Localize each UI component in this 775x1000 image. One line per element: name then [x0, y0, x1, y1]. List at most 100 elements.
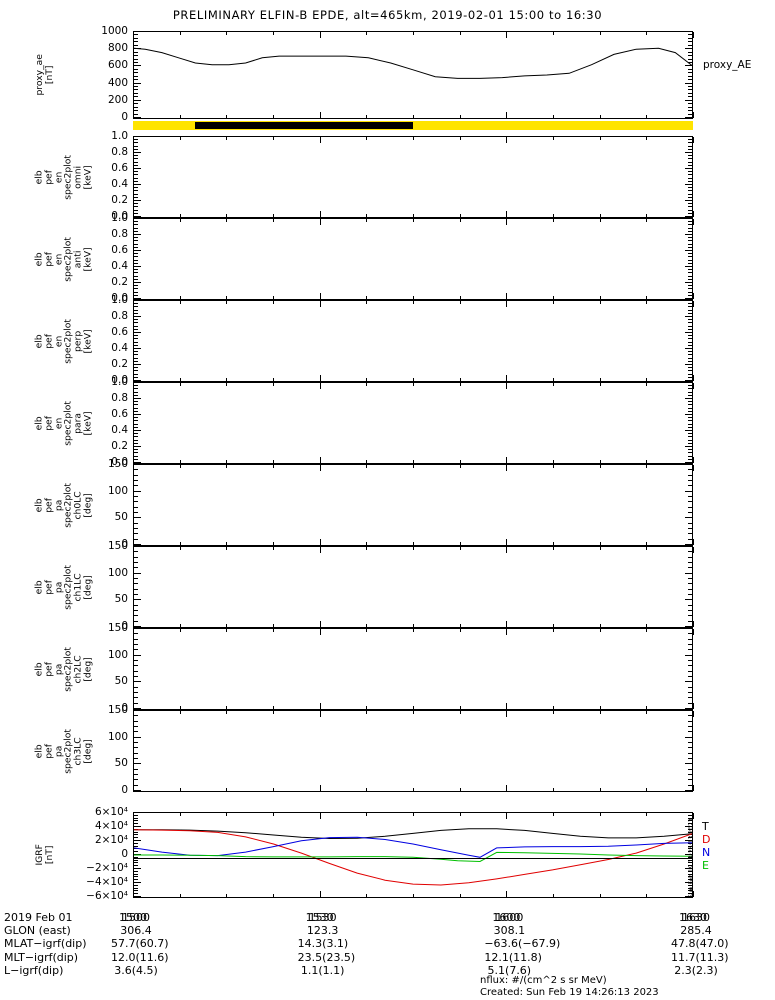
xtick-en-anti-0	[133, 293, 134, 299]
ytick-minor-pa-ch3lc-10	[688, 763, 692, 764]
ytick-minor-proxy-ae-6	[688, 52, 692, 53]
ytick-label-proxy-ae-1: 800	[107, 42, 128, 55]
ytick-minor-pa-ch2lc-3	[134, 644, 138, 645]
ytick-minor-en-perp-4	[688, 313, 692, 314]
xtick-pa-ch0lc-7	[460, 542, 461, 545]
ytick-minor-en-anti-7	[134, 240, 138, 241]
ytick-label-en-omni-1: 0.8	[111, 146, 128, 158]
ytick-minor-pa-ch1lc-0	[134, 546, 138, 547]
ytick-minor-igrf-3	[688, 820, 692, 821]
xtick-proxy-ae-8	[506, 32, 507, 38]
xtick-en-omni-9	[553, 214, 554, 217]
page-title: PRELIMINARY ELFIN-B EPDE, alt=465km, 201…	[172, 8, 603, 22]
ytick-minor-en-perp-20	[688, 364, 692, 365]
ytick-minor-en-para-6	[688, 401, 692, 402]
xtick-pa-ch2lc-8	[506, 629, 507, 635]
ytick-minor-en-para-11	[134, 417, 138, 418]
table-cell: 12.1(11.8)	[484, 950, 542, 964]
ytick-minor-pa-ch0lc-11	[134, 523, 138, 524]
xtick-pa-ch0lc-3	[273, 542, 274, 545]
ytick-minor-proxy-ae-1	[134, 34, 138, 35]
table-cell: 1.1(1.1)	[300, 963, 345, 977]
ytick-minor-en-perp-3	[134, 310, 138, 311]
ytick-minor-pa-ch1lc-4	[134, 567, 138, 568]
ytick-minor-pa-ch3lc-9	[134, 758, 138, 759]
ytick-minor-igrf-21	[688, 871, 692, 872]
ytick-minor-igrf-2	[688, 818, 692, 819]
ytick-minor-en-anti-4	[134, 231, 138, 232]
ytick-minor-en-omni-15	[134, 184, 138, 185]
xtick-en-omni-0	[133, 137, 134, 143]
ytick-label-proxy-ae-5: 0	[121, 111, 128, 123]
ytick-minor-en-perp-10	[134, 332, 138, 333]
ytick-minor-en-perp-21	[688, 367, 692, 368]
ytick-minor-igrf-24	[688, 879, 692, 880]
xtick-en-para-11	[646, 383, 647, 386]
ytick-minor-igrf-22	[134, 874, 138, 875]
xtick-proxy-ae-2	[226, 115, 227, 118]
ytick-minor-en-anti-22	[688, 288, 692, 289]
created-note: Created: Sun Feb 19 14:26:13 2023	[480, 986, 659, 998]
ytick-minor-pa-ch3lc-1	[134, 715, 138, 716]
ytick-minor-pa-ch0lc-4	[688, 485, 692, 486]
ytick-minor-pa-ch2lc-4	[688, 649, 692, 650]
table-cell: 11.7(11.3)	[671, 950, 729, 964]
ytick-minor-igrf-25	[688, 882, 692, 883]
ytick-minor-en-perp-23	[134, 374, 138, 375]
ytick-minor-proxy-ae-5	[688, 48, 692, 49]
xtick-pa-ch2lc-4	[320, 629, 321, 635]
ytick-minor-en-perp-13	[134, 342, 138, 343]
ytick-minor-igrf-22	[688, 874, 692, 875]
ephemeris-date: 2019 Feb 01	[4, 911, 73, 924]
ytick-minor-pa-ch0lc-1	[688, 469, 692, 470]
xtick-en-para-10	[600, 383, 601, 386]
xtick-pa-ch3lc-9	[553, 788, 554, 791]
ytick-minor-pa-ch2lc-12	[134, 692, 138, 693]
ytick-minor-pa-ch0lc-8	[134, 507, 138, 508]
xtick-pa-ch2lc-11	[646, 629, 647, 632]
table-cell: 3.6(4.5)	[114, 963, 158, 977]
ytick-minor-en-anti-15	[134, 266, 138, 267]
ytick-minor-pa-ch1lc-5	[134, 573, 138, 574]
xtick-pa-ch3lc-5	[366, 788, 367, 791]
ytick-minor-pa-ch3lc-3	[688, 726, 692, 727]
row-label: L−igrf(dip)	[4, 963, 64, 977]
ytick-minor-igrf-19	[134, 865, 138, 866]
ytick-minor-en-perp-4	[134, 313, 138, 314]
ytick-minor-en-anti-18	[134, 276, 138, 277]
ytick-minor-en-omni-13	[688, 178, 692, 179]
ytick-minor-en-anti-9	[134, 247, 138, 248]
xtick-en-omni-8	[506, 137, 507, 143]
xtick-pa-ch0lc-5	[366, 542, 367, 545]
panel-frame-pa-ch3lc	[133, 710, 693, 792]
table-cell: 57.7(60.7)	[111, 937, 169, 951]
ytick-label-igrf-6: −6×10⁴	[86, 890, 128, 902]
xtick-en-omni-6	[413, 137, 414, 140]
ytick-minor-igrf-30	[134, 896, 138, 897]
table-cell: 1600	[495, 911, 524, 924]
xtick-igrf-5	[366, 894, 367, 897]
ytick-minor-proxy-ae-4	[688, 45, 692, 46]
xtick-pa-ch2lc-9	[553, 629, 554, 632]
ytick-minor-igrf-13	[688, 848, 692, 849]
ytick-minor-pa-ch2lc-8	[688, 671, 692, 672]
xtick-igrf-7	[460, 894, 461, 897]
x-tick-label-1530: 1530	[305, 911, 334, 924]
xtick-proxy-ae-5	[366, 115, 367, 118]
ytick-minor-en-omni-1	[688, 139, 692, 140]
ytick-minor-en-anti-8	[688, 244, 692, 245]
ytick-minor-pa-ch0lc-3	[134, 480, 138, 481]
xtick-en-perp-3	[273, 301, 274, 304]
ytick-minor-pa-ch1lc-15	[134, 626, 138, 627]
xtick-pa-ch3lc-2	[226, 788, 227, 791]
ytick-minor-en-omni-6	[688, 155, 692, 156]
x-tick-label-1630: 1630	[679, 911, 707, 924]
ytick-minor-en-anti-3	[688, 228, 692, 229]
ytick-minor-pa-ch1lc-12	[134, 610, 138, 611]
ytick-minor-en-anti-5	[688, 234, 692, 235]
ytick-minor-pa-ch2lc-13	[134, 697, 138, 698]
ytick-label-pa-ch0lc-2: 50	[114, 511, 128, 524]
xtick-en-anti-10	[600, 219, 601, 222]
ytick-minor-pa-ch0lc-14	[688, 539, 692, 540]
ytick-label-pa-ch0lc-3: 0	[121, 538, 128, 550]
